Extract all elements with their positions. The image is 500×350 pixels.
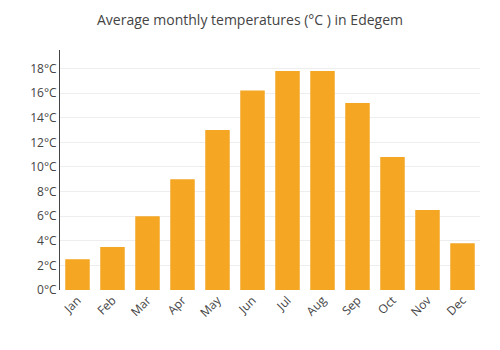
svg-text:Dec: Dec xyxy=(443,292,470,319)
svg-text:Oct: Oct xyxy=(374,292,400,318)
svg-text:Feb: Feb xyxy=(93,292,119,318)
svg-text:14°C: 14°C xyxy=(30,109,57,126)
svg-text:Mar: Mar xyxy=(127,292,155,320)
svg-text:Jun: Jun xyxy=(234,292,259,317)
svg-text:2°C: 2°C xyxy=(37,257,57,274)
svg-text:Nov: Nov xyxy=(407,292,435,320)
svg-text:Jan: Jan xyxy=(60,292,85,317)
svg-text:4°C: 4°C xyxy=(37,232,57,249)
svg-text:Average monthly temperatures (: Average monthly temperatures (°C ) in Ed… xyxy=(97,10,403,29)
svg-text:8°C: 8°C xyxy=(37,183,57,200)
svg-text:Aug: Aug xyxy=(302,292,330,320)
svg-text:Sep: Sep xyxy=(338,292,365,319)
svg-text:18°C: 18°C xyxy=(30,60,57,77)
svg-text:0°C: 0°C xyxy=(37,281,57,298)
svg-text:16°C: 16°C xyxy=(30,84,57,101)
svg-text:Apr: Apr xyxy=(164,292,190,318)
svg-text:10°C: 10°C xyxy=(30,158,57,175)
svg-text:Jul: Jul xyxy=(272,292,294,314)
svg-text:May: May xyxy=(196,291,225,320)
svg-text:12°C: 12°C xyxy=(30,134,57,151)
svg-text:6°C: 6°C xyxy=(37,207,57,224)
